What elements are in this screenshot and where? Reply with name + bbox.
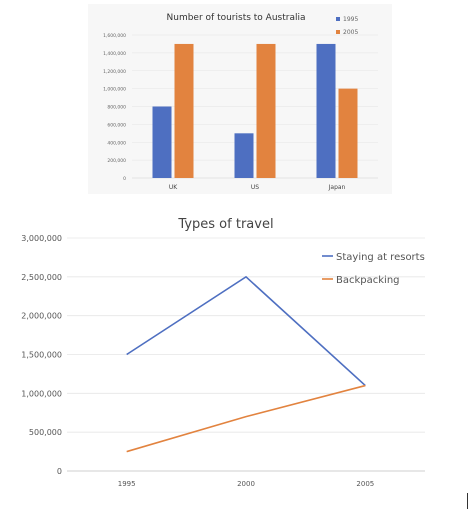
line-y-tick-label: 1,500,000 bbox=[21, 351, 62, 360]
line-y-tick-label: 3,000,000 bbox=[21, 234, 62, 243]
bar-x-tick-label: Japan bbox=[328, 184, 346, 191]
bar-legend-swatch bbox=[336, 30, 340, 34]
bar-legend-label: 1995 bbox=[343, 16, 358, 23]
line-chart-svg: Types of travel 0 500,000 1,000,000 1,500,0… bbox=[21, 217, 425, 488]
line-x-tick-label: 2005 bbox=[356, 480, 374, 488]
line-y-tick-label: 0 bbox=[57, 467, 62, 476]
bar-us-1995 bbox=[234, 133, 254, 178]
bar-y-tick-label: 800,000 bbox=[107, 105, 126, 111]
bar-y-tick-label: 1,400,000 bbox=[103, 51, 126, 57]
bar-japan-1995 bbox=[316, 43, 336, 178]
bar-y-tick-label: 1,200,000 bbox=[103, 69, 126, 75]
bar-chart-svg: Number of tourists to Australia 0 200,000… bbox=[103, 13, 378, 191]
bar-x-tick-label: UK bbox=[169, 184, 178, 191]
bar-y-tick-label: 200,000 bbox=[107, 158, 126, 164]
line-chart-title: Types of travel bbox=[177, 217, 273, 232]
line-legend-label: Staying at resorts bbox=[336, 252, 425, 263]
line-series-backpacking bbox=[126, 384, 366, 453]
text-cursor bbox=[467, 493, 468, 509]
bar-uk-2005 bbox=[174, 43, 194, 178]
bar-y-tick-label: 400,000 bbox=[107, 140, 126, 146]
line-y-tick-label: 2,000,000 bbox=[21, 312, 62, 321]
line-series-staying-at-resorts bbox=[126, 275, 366, 387]
bar-us-2005 bbox=[256, 43, 276, 178]
bar-y-tick-label: 0 bbox=[123, 176, 126, 182]
bar-legend-label: 2005 bbox=[343, 29, 358, 36]
bar-chart-title: Number of tourists to Australia bbox=[167, 13, 306, 23]
line-x-tick-label: 2000 bbox=[237, 480, 255, 488]
bar-x-tick-label: US bbox=[251, 184, 259, 191]
bar-y-tick-label: 600,000 bbox=[107, 122, 126, 128]
line-y-tick-label: 500,000 bbox=[29, 428, 62, 437]
line-y-tick-label: 2,500,000 bbox=[21, 273, 62, 282]
bar-legend-swatch bbox=[336, 17, 340, 21]
line-x-tick-label: 1995 bbox=[118, 480, 136, 488]
line-legend-label: Backpacking bbox=[336, 275, 400, 286]
bar-y-tick-label: 1,000,000 bbox=[103, 87, 126, 93]
travel-line-chart: Types of travel 0 500,000 1,000,000 1,500,0… bbox=[4, 206, 464, 498]
line-y-tick-label: 1,000,000 bbox=[21, 389, 62, 398]
bar-y-tick-label: 1,600,000 bbox=[103, 33, 126, 39]
bar-japan-2005 bbox=[338, 88, 358, 178]
bar-uk-1995 bbox=[152, 106, 172, 178]
tourists-bar-chart: Number of tourists to Australia 0 200,000… bbox=[88, 4, 392, 194]
